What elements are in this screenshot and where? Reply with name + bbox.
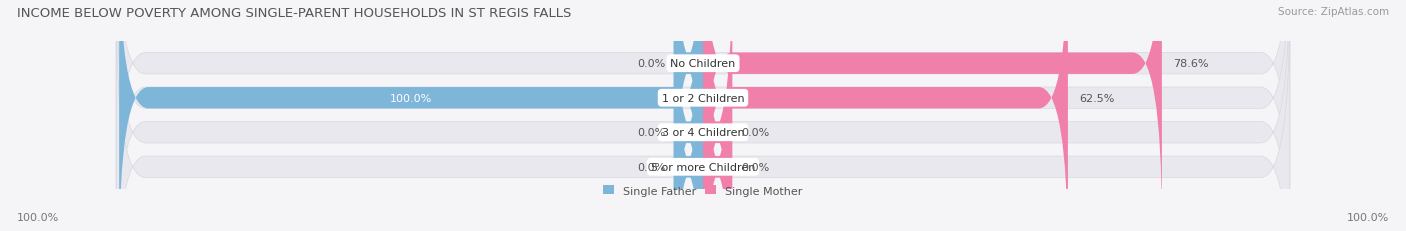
Text: 100.0%: 100.0%	[1347, 212, 1389, 222]
Text: Source: ZipAtlas.com: Source: ZipAtlas.com	[1278, 7, 1389, 17]
Text: 3 or 4 Children: 3 or 4 Children	[662, 128, 744, 138]
Text: 78.6%: 78.6%	[1174, 59, 1209, 69]
FancyBboxPatch shape	[117, 0, 1289, 231]
FancyBboxPatch shape	[703, 0, 1069, 231]
FancyBboxPatch shape	[703, 0, 1161, 225]
Text: 5 or more Children: 5 or more Children	[651, 162, 755, 172]
Text: INCOME BELOW POVERTY AMONG SINGLE-PARENT HOUSEHOLDS IN ST REGIS FALLS: INCOME BELOW POVERTY AMONG SINGLE-PARENT…	[17, 7, 571, 20]
FancyBboxPatch shape	[673, 6, 703, 231]
FancyBboxPatch shape	[703, 0, 733, 231]
Text: 0.0%: 0.0%	[637, 162, 665, 172]
Text: 0.0%: 0.0%	[741, 128, 769, 138]
Text: 100.0%: 100.0%	[17, 212, 59, 222]
Text: No Children: No Children	[671, 59, 735, 69]
FancyBboxPatch shape	[673, 0, 703, 231]
FancyBboxPatch shape	[117, 0, 1289, 231]
Legend: Single Father, Single Mother: Single Father, Single Mother	[603, 185, 803, 196]
Text: 1 or 2 Children: 1 or 2 Children	[662, 93, 744, 103]
Text: 62.5%: 62.5%	[1080, 93, 1115, 103]
FancyBboxPatch shape	[120, 0, 703, 231]
FancyBboxPatch shape	[703, 6, 733, 231]
Text: 0.0%: 0.0%	[637, 59, 665, 69]
FancyBboxPatch shape	[117, 6, 1289, 231]
Text: 100.0%: 100.0%	[389, 93, 432, 103]
Text: 0.0%: 0.0%	[637, 128, 665, 138]
FancyBboxPatch shape	[117, 0, 1289, 225]
FancyBboxPatch shape	[673, 0, 703, 225]
Text: 0.0%: 0.0%	[741, 162, 769, 172]
